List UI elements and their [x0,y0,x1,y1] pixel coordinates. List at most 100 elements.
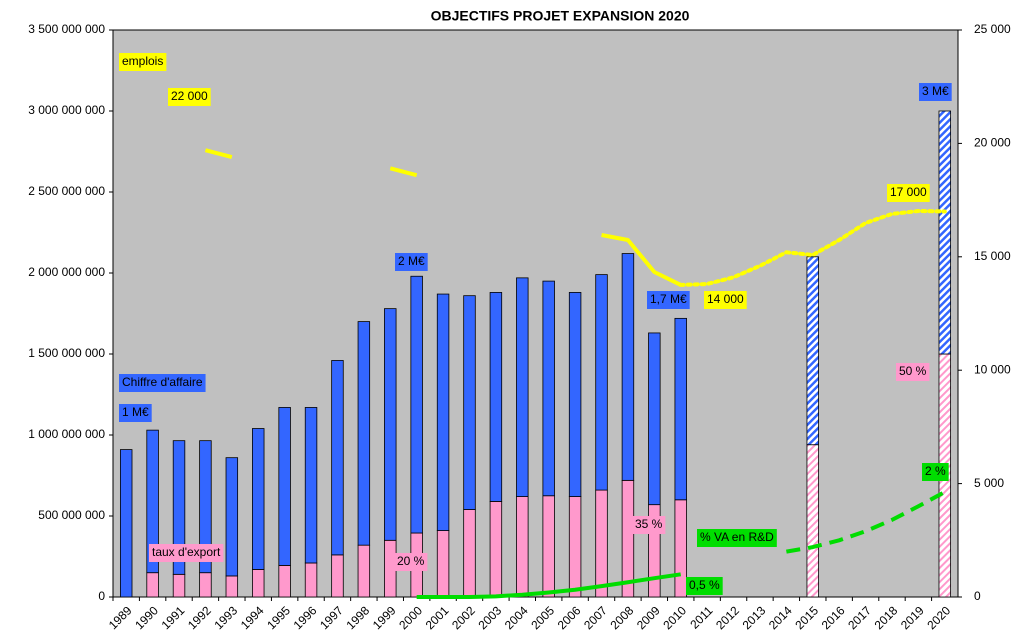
annotation-text: 17 000 [890,185,927,199]
annotation-box [919,83,952,101]
annotation-text: 50 % [899,364,927,378]
x-tick-label: 2015 [792,603,821,632]
series-label-box [119,374,206,392]
annotation-box [119,404,152,422]
x-tick-label: 2009 [634,603,663,632]
bar-segment [172,440,186,575]
line [416,572,682,599]
annotation: 35 % [632,516,666,534]
annotation-box [887,184,930,202]
bar-segment [648,332,661,506]
annotation-box [697,529,777,547]
annotation: 0,5 % [686,577,723,595]
series-label: taux d'export [149,544,224,562]
bar-segment [621,253,635,481]
x-tick-label: 2011 [687,603,715,631]
annotation-text: 1,7 M€ [650,292,687,306]
bar-segment [595,274,608,491]
annotation: 2 M€ [395,253,428,271]
annotation: 50 % [896,363,930,381]
bar-segment [489,292,503,502]
bar-segment [357,321,371,546]
bar-segment [278,407,291,566]
bar-segment [436,293,450,531]
bar-segment [806,444,819,598]
line [204,148,682,287]
bar-segment [516,496,529,598]
y-tick-label: 0 [98,589,105,603]
annotation: emplois [119,53,167,71]
bar-segment [225,575,239,598]
annotation-text: emplois [122,54,163,68]
annotation: % VA en R&D [697,529,777,547]
y2-tick-label: 25 000 [974,22,1011,36]
y-tick-label: 3 500 000 000 [28,22,105,36]
annotation: 20 % [394,553,428,571]
x-tick-label: 2020 [924,603,953,632]
annotation-box [686,577,723,595]
bar-segment [463,509,476,598]
x-tick-label: 2007 [581,603,610,632]
annotation-text: 20 % [397,554,425,568]
annotation: 22 000 [168,88,211,106]
annotation-box [119,53,167,71]
x-tick-label: 2019 [898,603,927,632]
bar-segment [331,360,344,556]
annotation-text: 1 M€ [122,405,149,419]
x-tick-label: 1995 [264,603,293,632]
bar-segment [146,429,159,574]
bar-segment [489,501,503,598]
bar-segment [304,562,318,598]
annotation: 17 000 [887,184,930,202]
annotation: 2 % [922,463,949,481]
bar-segment [304,407,318,564]
x-tick-label: 2004 [502,603,531,632]
x-tick-label: 1993 [211,603,240,632]
annotation: 1 M€ [119,404,152,422]
plot-area [112,29,959,598]
bar-segment [119,449,133,598]
x-tick-label: 1992 [185,603,214,632]
bar-segment [199,572,212,598]
series-label-box [149,544,224,562]
annotation-text: 3 M€ [922,84,949,98]
x-tick-label: 1989 [106,603,135,632]
annotation-box [896,363,930,381]
bar-segment [806,256,819,446]
y-tick-label: 2 500 000 000 [28,184,105,198]
y-tick-label: 1 000 000 000 [28,427,105,441]
y2-tick-label: 15 000 [974,249,1011,263]
annotation: 3 M€ [919,83,952,101]
bar-segment [172,573,186,598]
chart-title: OBJECTIFS PROJET EXPANSION 2020 [431,8,690,24]
bar-segment [542,280,555,497]
bar-segment [568,496,582,598]
x-tick-label: 1994 [238,603,267,632]
y2-tick-label: 10 000 [974,362,1011,376]
x-tick-label: 1990 [132,603,161,632]
bar-segment [331,554,344,598]
x-tick-label: 2012 [713,603,742,632]
bar-segment [595,489,608,598]
annotation: 1,7 M€ [647,291,690,309]
x-tick-label: 2000 [396,603,425,632]
annotation-text: 14 000 [707,292,744,306]
annotation-box [704,291,747,309]
x-tick-label: 2008 [608,603,637,632]
annotation-text: 0,5 % [689,578,720,592]
bar-segment [542,495,555,598]
annotation-box [922,463,949,481]
y-tick-label: 2 000 000 000 [28,265,105,279]
annotation-text: 2 % [925,464,946,478]
bar-segment [146,572,159,598]
bar-segment [621,479,635,598]
series-label: Chiffre d'affaire [119,374,206,392]
line [786,490,946,554]
x-tick-label: 2018 [872,603,901,632]
y2-tick-label: 5 000 [974,476,1004,490]
x-tick-label: 1991 [159,603,188,632]
bar-segment [252,428,265,570]
x-tick-label: 1998 [343,603,372,632]
y-tick-label: 500 000 000 [38,508,105,522]
